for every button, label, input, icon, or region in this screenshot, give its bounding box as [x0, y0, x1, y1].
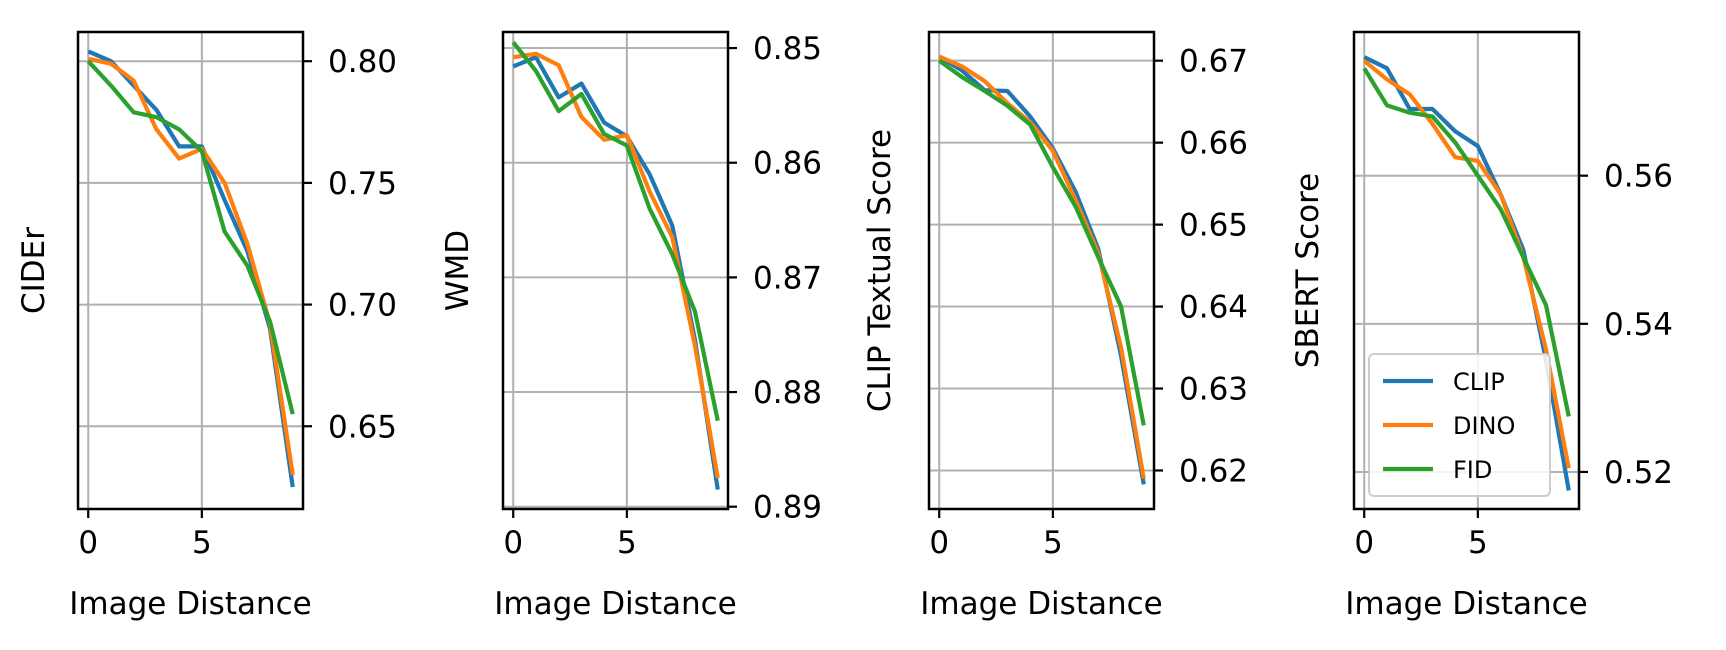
series-line-clip	[938, 54, 1146, 485]
legend: CLIP DINO FID	[1368, 353, 1551, 497]
y-tick-label: 0.75	[328, 166, 397, 202]
legend-box	[1368, 353, 1551, 497]
plot-frame	[76, 30, 305, 511]
y-tick-label: 0.52	[1604, 455, 1673, 491]
legend-label: CLIP	[1453, 368, 1505, 396]
y-tick-label: 0.65	[1179, 208, 1248, 244]
chart-panel-2: 0 5 0.85 0.86 0.87 0.88 0.89 Image Distance WMD	[440, 30, 822, 622]
y-tick-label: 0.62	[1179, 453, 1248, 489]
y-tick-label: 0.66	[1179, 126, 1248, 162]
x-axis-title: Image Distance	[920, 586, 1163, 622]
y-axis-title: WMD	[440, 230, 476, 311]
y-tick-label: 0.85	[753, 31, 822, 67]
x-tick-label: 5	[1043, 525, 1063, 561]
legend-label: DINO	[1453, 412, 1515, 440]
x-tick-label: 0	[503, 525, 523, 561]
series-line-clip	[87, 49, 295, 488]
series-line-clip	[512, 55, 720, 490]
y-tick-label: 0.67	[1179, 44, 1248, 80]
plot-frame	[1352, 30, 1581, 511]
y-tick-label: 0.89	[753, 490, 822, 526]
y-tick-label: 0.80	[328, 44, 397, 80]
y-tick-label: 0.87	[753, 260, 822, 296]
chart-panel-3: 0 5 0.62 0.63 0.64 0.65 0.66 0.67 Image Distance…	[862, 30, 1248, 622]
x-tick-label: 5	[192, 525, 212, 561]
y-tick-label: 0.86	[753, 146, 822, 182]
x-axis-title: Image Distance	[1345, 586, 1588, 622]
x-axis-title: Image Distance	[494, 586, 737, 622]
y-axis-title: CLIP Textual Score	[862, 129, 898, 412]
series-line-fid	[86, 59, 295, 415]
x-tick-label: 5	[1468, 525, 1488, 561]
y-tick-label: 0.70	[328, 288, 397, 324]
y-tick-label: 0.54	[1604, 307, 1673, 343]
y-tick-label: 0.64	[1179, 290, 1248, 326]
y-tick-label: 0.56	[1604, 159, 1673, 195]
series-line-dino	[87, 56, 295, 476]
y-tick-label: 0.88	[753, 375, 822, 411]
chart-panel-1: 0 5 0.65 0.70 0.75 0.80 Image Distance CIDEr	[16, 30, 397, 622]
series-line-fid	[1362, 67, 1571, 417]
y-tick-label: 0.63	[1179, 372, 1248, 408]
plot-frame	[501, 30, 730, 511]
x-tick-label: 0	[78, 525, 98, 561]
chart-panel-4: 0 5 0.52 0.54 0.56 Image Distance SBERT Score C…	[1290, 30, 1673, 622]
x-tick-label: 5	[617, 525, 637, 561]
plot-frame	[927, 30, 1156, 511]
x-tick-label: 0	[1354, 525, 1374, 561]
y-axis-title: CIDEr	[16, 227, 52, 314]
y-tick-label: 0.65	[328, 409, 397, 445]
legend-label: FID	[1453, 456, 1492, 484]
series-line-dino	[512, 51, 720, 479]
x-axis-title: Image Distance	[69, 586, 312, 622]
series-line-fid	[938, 58, 1146, 426]
y-axis-title: SBERT Score	[1290, 173, 1326, 368]
x-tick-label: 0	[929, 525, 949, 561]
series-line-dino	[938, 54, 1146, 480]
series-line-fid	[511, 41, 720, 422]
